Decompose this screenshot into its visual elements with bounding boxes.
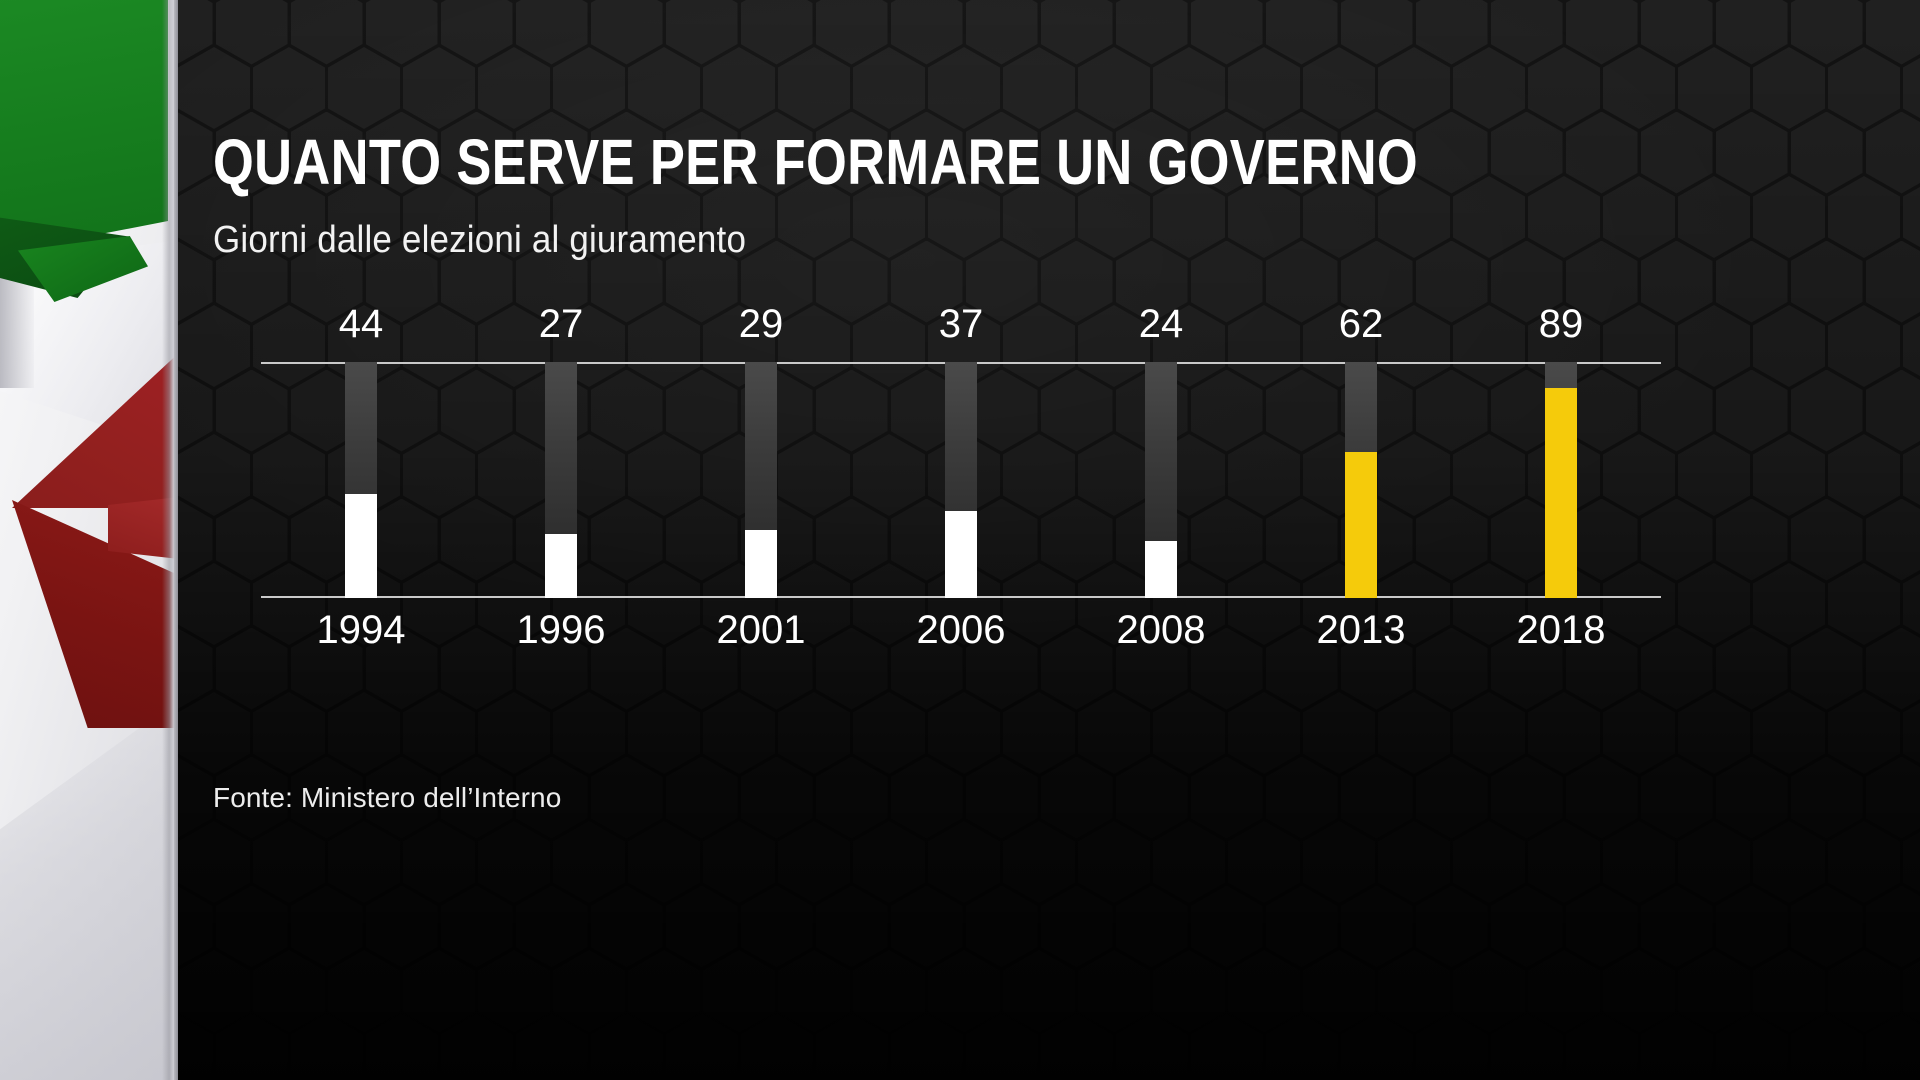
source-note: Fonte: Ministero dell’Interno [213,782,562,813]
bar-value-label: 44 [338,302,384,346]
bar-value-label: 27 [538,302,584,346]
bar-column[interactable]: 29 2001 [661,302,861,652]
bar-category-label: 1996 [516,608,606,652]
italian-flag-decoration [0,0,178,1080]
flag-lower-fold [0,700,178,1080]
bar-fill [345,494,377,598]
bar-fill [745,530,777,598]
bar-fill [1545,388,1577,598]
bar-fill [945,511,977,598]
flag-green-facet-main [0,0,168,252]
bar-category-label: 2018 [1516,608,1606,652]
bar-value-label: 24 [1138,302,1184,346]
bar-value-label: 37 [938,302,984,346]
bar-category-label: 1994 [316,608,406,652]
bar-column[interactable]: 27 1996 [461,302,661,652]
bar-fill [1345,452,1377,598]
flag-edge-line [174,0,178,1080]
content-column: QUANTO SERVE PER FORMARE UN GOVERNO Gior… [178,0,1920,1080]
bar-category-label: 2013 [1316,608,1406,652]
bar-group: 44 1994 27 1996 29 2001 37 2006 24 2008 62 2013 89 20… [261,302,1661,652]
bar-value-label: 29 [738,302,784,346]
bar-column[interactable]: 89 2018 [1461,302,1661,652]
page-subtitle: Giorni dalle elezioni al giuramento [213,219,747,261]
bar-column[interactable]: 24 2008 [1061,302,1261,652]
background-panel [103,0,1920,1080]
bar-chart: 44 1994 27 1996 29 2001 37 2006 24 2008 62 2013 89 20… [261,300,1661,652]
bar-value-label: 62 [1338,302,1384,346]
bar-column[interactable]: 44 1994 [261,302,461,652]
bar-value-label: 89 [1538,302,1584,346]
background-vignette [178,0,1920,1080]
bar-category-label: 2001 [716,608,806,652]
page-title: QUANTO SERVE PER FORMARE UN GOVERNO [213,126,1419,198]
bar-category-label: 2006 [916,608,1006,652]
bar-category-label: 2008 [1116,608,1206,652]
bar-fill [545,534,577,598]
bar-fill [1145,541,1177,598]
bar-column[interactable]: 62 2013 [1261,302,1461,652]
bar-column[interactable]: 37 2006 [861,302,1061,652]
